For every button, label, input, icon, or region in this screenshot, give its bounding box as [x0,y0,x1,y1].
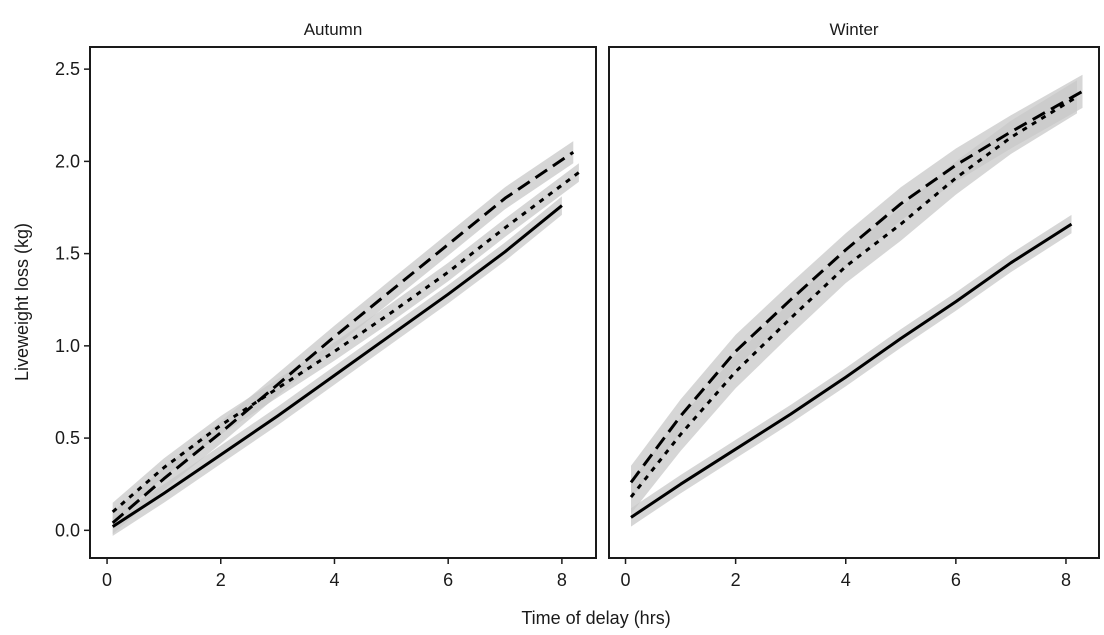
y-axis-label: Liveweight loss (kg) [12,223,32,381]
x-tick-label: 8 [1061,570,1071,590]
ribbon-dotted [631,80,1077,514]
panel-frame [89,46,597,559]
x-tick-label: 4 [329,570,339,590]
x-tick-label: 4 [841,570,851,590]
y-tick-label: 0.0 [55,520,80,540]
ribbon-solid [112,196,562,536]
panel-frame [608,46,1100,559]
x-tick-label: 8 [557,570,567,590]
ribbon-solid [631,214,1072,527]
series-line-dotted [111,171,580,514]
x-tick-label: 2 [731,570,741,590]
y-tick-label: 0.5 [55,428,80,448]
panel-title-winter: Winter [829,20,878,39]
x-tick-label: 0 [102,570,112,590]
panel-winter: Winter 0 2 4 6 8 [608,20,1100,590]
series-line-dashed [111,150,575,525]
x-tick-label: 6 [951,570,961,590]
x-tick-label: 0 [621,570,631,590]
y-tick-label: 2.0 [55,151,80,171]
x-tick-label: 6 [443,570,453,590]
panel-title-autumn: Autumn [304,20,363,39]
panel-autumn: Autumn 0 2 4 6 8 0.0 0.5 1.0 1.5 2.0 2.5 [55,20,597,590]
x-axis-label: Time of delay (hrs) [521,608,670,628]
series-line-dotted [629,95,1078,499]
series-line-solid [111,204,563,528]
y-tick-label: 1.0 [55,336,80,356]
series-line-solid [630,222,1073,519]
y-tick-label: 1.5 [55,244,80,264]
x-tick-label: 2 [216,570,226,590]
series-line-dashed [629,89,1084,484]
y-tick-label: 2.5 [55,59,80,79]
